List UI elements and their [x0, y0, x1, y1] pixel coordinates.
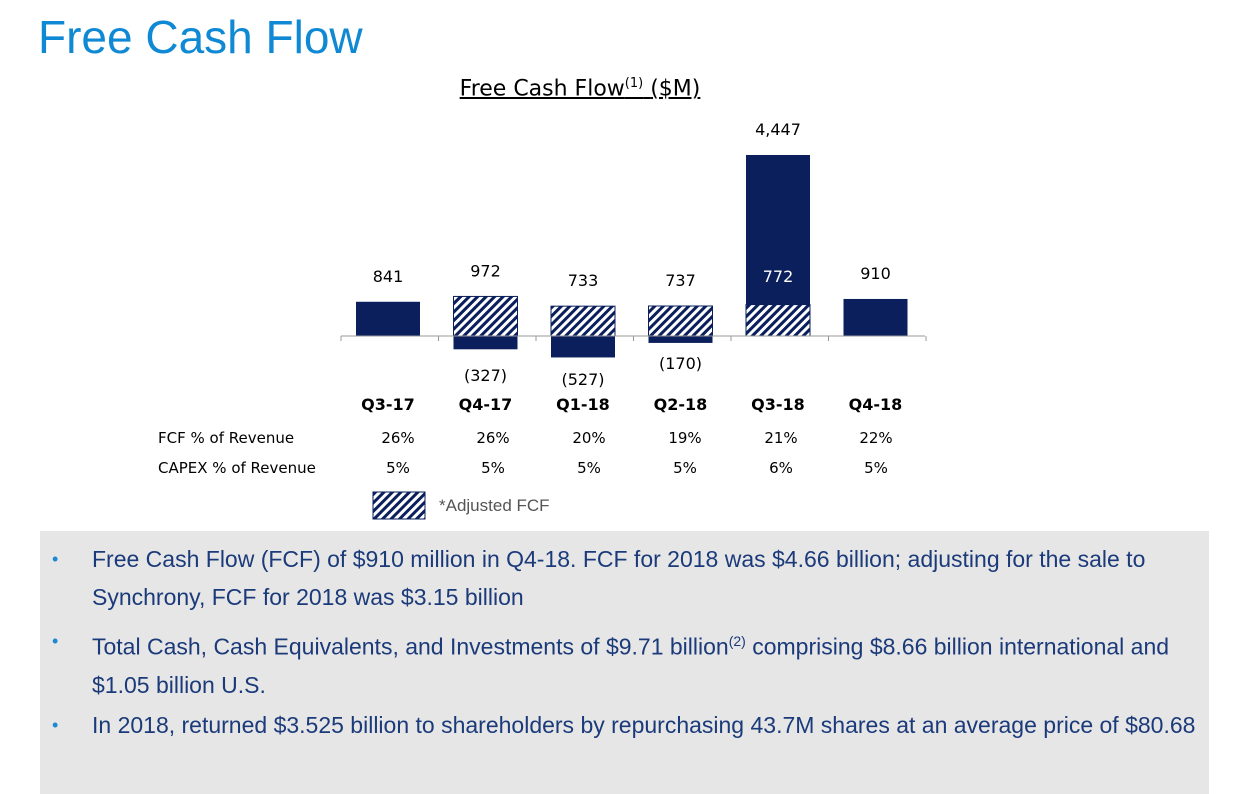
bullet-text: Free Cash Flow (FCF) of $910 million in …: [92, 546, 1146, 610]
adjusted-value-label-Q3-18: 772: [763, 267, 794, 286]
bullet-item-cash: • Total Cash, Cash Equivalents, and Inve…: [40, 622, 1209, 702]
table-cell-Q4-17: 5%: [481, 459, 505, 477]
bar-fcf-Q3-17: [356, 301, 420, 336]
chart-title-text: Free Cash Flow: [459, 76, 625, 102]
category-label-Q3-17: Q3-17: [361, 395, 415, 414]
bullet-dot: •: [52, 715, 59, 735]
bullet-text-part-b: comprising $8.66 billion international a…: [92, 633, 1170, 698]
table-row-label: FCF % of Revenue: [158, 429, 294, 447]
table-cell-Q1-18: 5%: [577, 459, 601, 477]
fcf-bar-chart: 841 972 733 737 4,447 910 772 (327) (527) (170) Q3…: [158, 120, 927, 520]
table-cell-Q3-17: 5%: [386, 459, 410, 477]
legend-label-adjusted-fcf: *Adjusted FCF: [439, 496, 550, 515]
bar-value-label-Q3-17: 841: [373, 267, 404, 286]
category-label-Q4-18: Q4-18: [849, 395, 903, 414]
bar-adjusted-fcf-Q3-18: [745, 304, 811, 337]
table-cell-Q2-18: 19%: [668, 429, 701, 447]
bullet-text-part-a: Total Cash, Cash Equivalents, and Invest…: [92, 633, 729, 660]
bar-negative-Q4-17: [453, 336, 518, 350]
table-row-label: CAPEX % of Revenue: [158, 459, 316, 477]
bar-negative-Q2-18: [648, 336, 713, 343]
page-title: Free Cash Flow: [38, 11, 363, 63]
table-cell-Q3-18: 21%: [764, 429, 797, 447]
chart-title: Free Cash Flow(1) ($M): [380, 76, 780, 101]
bullet-item-fcf: • Free Cash Flow (FCF) of $910 million i…: [40, 540, 1209, 620]
table-cell-Q2-18: 5%: [673, 459, 697, 477]
bar-adjusted-fcf-Q2-18: [648, 305, 713, 337]
bar-value-label-Q1-18: 733: [568, 271, 599, 290]
bar-value-label-Q2-18: 737: [665, 271, 696, 290]
category-label-Q4-17: Q4-17: [459, 395, 513, 414]
table-cell-Q4-18: 22%: [859, 429, 892, 447]
bar-value-label-Q3-18: 4,447: [755, 120, 801, 139]
summary-panel: • Free Cash Flow (FCF) of $910 million i…: [40, 531, 1209, 794]
bar-fcf-Q4-18: [843, 298, 908, 336]
category-label-Q3-18: Q3-18: [751, 395, 805, 414]
bullet-text: In 2018, returned $3.525 billion to shar…: [92, 712, 1196, 738]
category-label-Q2-18: Q2-18: [654, 395, 708, 414]
bullet-text: Total Cash, Cash Equivalents, and Invest…: [92, 622, 1202, 704]
bar-value-label-Q4-17: 972: [470, 261, 501, 280]
chart-title-superscript: (1): [624, 76, 644, 91]
bar-value-label-Q4-18: 910: [860, 264, 891, 283]
table-cell-Q3-18: 6%: [769, 459, 793, 477]
negative-value-label-Q1-18: (527): [561, 370, 604, 389]
chart-title-unit: ($M): [650, 76, 701, 102]
category-label-Q1-18: Q1-18: [556, 395, 610, 414]
legend-swatch-adjusted-fcf: [372, 491, 426, 520]
bar-fcf-Q3-18: [746, 155, 810, 305]
bullet-dot: •: [52, 631, 59, 651]
negative-value-label-Q2-18: (170): [659, 354, 702, 373]
table-cell-Q4-18: 5%: [864, 459, 888, 477]
table-cell-Q4-17: 26%: [476, 429, 509, 447]
bullet-dot: •: [52, 549, 59, 569]
bar-negative-Q1-18: [551, 336, 615, 358]
table-cell-Q3-17: 26%: [381, 429, 414, 447]
negative-value-label-Q4-17: (327): [464, 366, 507, 385]
bullet-superscript: (2): [728, 633, 746, 649]
table-cell-Q1-18: 20%: [572, 429, 605, 447]
bullet-item-returns: • In 2018, returned $3.525 billion to sh…: [40, 706, 1209, 786]
bar-adjusted-fcf-Q4-17: [453, 295, 518, 337]
bar-adjusted-fcf-Q1-18: [550, 305, 616, 337]
